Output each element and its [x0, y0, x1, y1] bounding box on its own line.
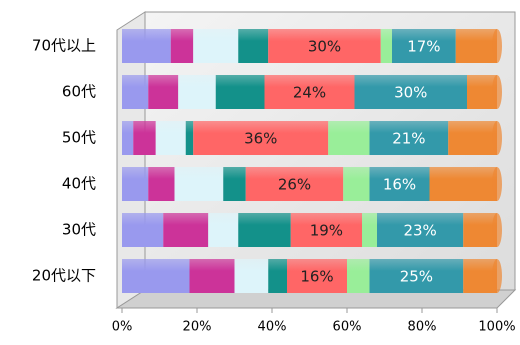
- bar-segment: [185, 121, 194, 155]
- bar-segment: [178, 75, 216, 109]
- bar-segment: [148, 167, 175, 201]
- bar-segment: [268, 259, 287, 293]
- bar-segment: [193, 29, 239, 63]
- bar-segment: [347, 259, 370, 293]
- bar-segment: [268, 29, 381, 63]
- bar-segment: [155, 121, 186, 155]
- x-tick-label: 20%: [183, 320, 212, 335]
- bar-segment: [170, 29, 194, 63]
- bar-segment: [245, 167, 344, 201]
- x-tick-label: 100%: [478, 320, 515, 335]
- bar-segment: [343, 167, 370, 201]
- bar-segment: [362, 213, 377, 247]
- data-label: 36%: [244, 130, 277, 148]
- bar-segment: [238, 213, 291, 247]
- data-label: 26%: [278, 176, 311, 194]
- y-tick-label: 40代: [62, 175, 96, 193]
- data-label: 16%: [383, 176, 416, 194]
- data-label: 17%: [407, 38, 440, 56]
- bar-segment: [208, 213, 239, 247]
- y-tick-label: 20代以下: [32, 267, 96, 285]
- bar-segment: [189, 259, 235, 293]
- bar-segment: [122, 29, 171, 63]
- x-tick-label: 60%: [333, 320, 362, 335]
- bar-segment: [148, 75, 179, 109]
- bar-end: [492, 213, 502, 247]
- bar-segment: [122, 167, 149, 201]
- bar-segment: [238, 29, 269, 63]
- bar-segment: [369, 121, 449, 155]
- bar-segment: [122, 259, 190, 293]
- y-tick-label: 60代: [62, 83, 96, 101]
- bar-segment: [377, 213, 464, 247]
- bar-segment: [455, 29, 497, 63]
- bar-segment: [133, 121, 156, 155]
- data-label: 16%: [300, 268, 333, 286]
- bar-segment: [287, 259, 347, 293]
- bar-segment: [448, 121, 497, 155]
- bar-end: [492, 121, 502, 155]
- x-tick-label: 0%: [112, 320, 133, 335]
- bar-segment: [174, 167, 224, 201]
- bar-segment: [264, 75, 355, 109]
- bar-segment: [380, 29, 392, 63]
- bar-end: [492, 259, 502, 293]
- bar-end: [492, 167, 502, 201]
- bar-segment: [354, 75, 467, 109]
- data-label: 25%: [400, 268, 433, 286]
- bar-segment: [122, 213, 164, 247]
- bar-segment: [429, 167, 497, 201]
- data-label: 30%: [394, 84, 427, 102]
- bar-end: [492, 29, 502, 63]
- y-tick-label: 30代: [62, 221, 96, 239]
- bar-segment: [163, 213, 209, 247]
- data-label: 24%: [293, 84, 326, 102]
- data-label: 21%: [392, 130, 425, 148]
- x-tick-label: 80%: [408, 320, 437, 335]
- data-label: 30%: [308, 38, 341, 56]
- data-label: 19%: [310, 222, 343, 240]
- bar-segment: [122, 75, 149, 109]
- bar-segment: [234, 259, 269, 293]
- bar-segment: [328, 121, 370, 155]
- x-tick-label: 40%: [258, 320, 287, 335]
- bar-segment: [122, 121, 134, 155]
- bar-segment: [290, 213, 362, 247]
- bar-segment: [223, 167, 246, 201]
- data-label: 23%: [403, 222, 436, 240]
- bar-segment: [369, 259, 464, 293]
- bar-segment: [193, 121, 329, 155]
- y-tick-label: 50代: [62, 129, 96, 147]
- bar-segment: [369, 167, 430, 201]
- bar-segment: [215, 75, 265, 109]
- y-tick-label: 70代以上: [32, 37, 96, 55]
- bar-end: [492, 75, 502, 109]
- bar-segment: [463, 259, 497, 293]
- bar-segment: [392, 29, 456, 63]
- bar-segment: [463, 213, 497, 247]
